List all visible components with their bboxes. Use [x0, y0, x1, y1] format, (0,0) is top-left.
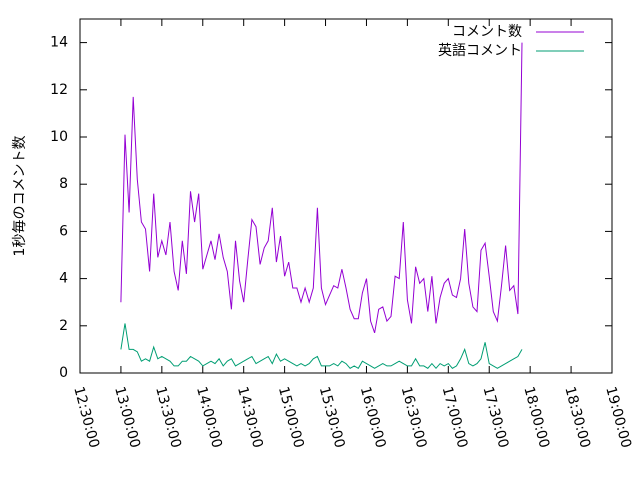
x-tick-label: 15:00:00 — [275, 385, 307, 450]
data-series — [120, 42, 523, 370]
x-tick-label: 18:30:00 — [561, 385, 593, 450]
y-tick-label: 12 — [50, 82, 68, 98]
x-tick-label: 13:30:00 — [152, 385, 184, 450]
y-tick-label: 0 — [59, 365, 68, 381]
x-tick-label: 17:00:00 — [439, 385, 471, 450]
y-tick-label: 6 — [59, 223, 68, 239]
y-tick-label: 8 — [59, 176, 68, 192]
x-tick-label: 17:30:00 — [480, 385, 512, 450]
x-tick-label: 14:30:00 — [234, 385, 266, 450]
axes — [79, 18, 613, 374]
x-tick-label: 13:00:00 — [111, 385, 143, 450]
y-axis-label: 1秒毎のコメント数 — [12, 136, 28, 257]
legend-label-2: 英語コメント — [438, 42, 522, 59]
x-tick-label: 15:30:00 — [316, 385, 348, 450]
series-line-2 — [120, 323, 523, 370]
legend-label-1: コメント数 — [452, 24, 522, 40]
y-axis-ticks: 0 2 4 6 8 10 12 14 — [50, 35, 612, 381]
y-tick-label: 10 — [50, 129, 68, 145]
y-tick-label: 4 — [59, 271, 68, 287]
x-tick-label: 19:00:00 — [602, 385, 634, 450]
series-line-1 — [120, 42, 523, 334]
y-tick-label: 2 — [59, 318, 68, 334]
plot-frame — [79, 18, 613, 374]
x-tick-label: 16:00:00 — [357, 385, 389, 450]
x-tick-label: 16:30:00 — [398, 385, 430, 450]
x-tick-label: 12:30:00 — [70, 385, 102, 450]
x-tick-label: 14:00:00 — [193, 385, 225, 450]
x-tick-label: 18:00:00 — [520, 385, 552, 450]
x-axis-ticks: 12:30:00 13:00:00 13:30:00 14:00:00 14:30:00… — [70, 19, 634, 450]
y-tick-label: 14 — [50, 35, 68, 51]
